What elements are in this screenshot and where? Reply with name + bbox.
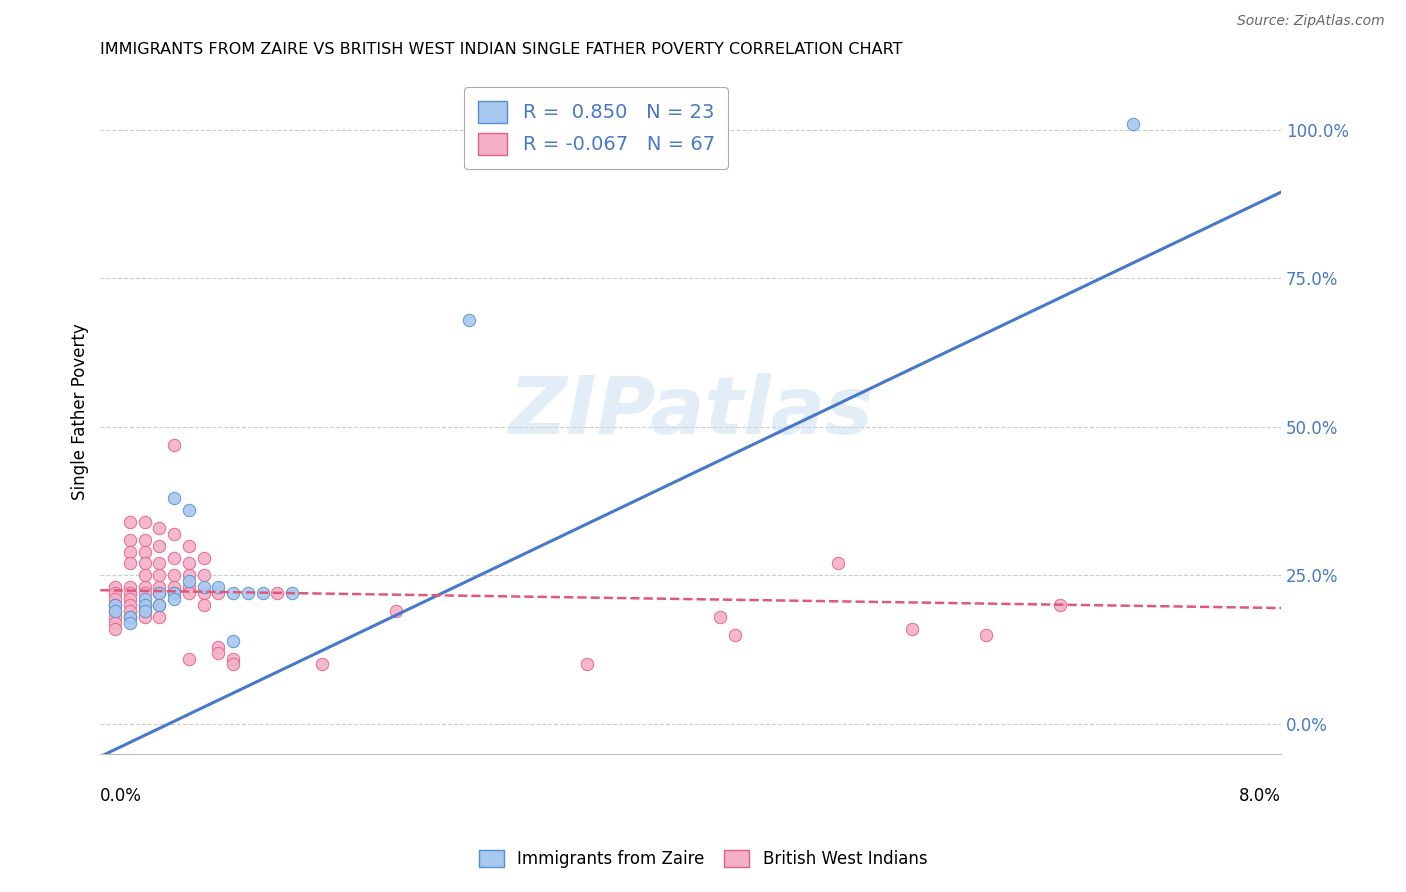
Point	[177, 568, 200, 582]
Point	[118, 580, 141, 594]
Point	[134, 515, 156, 529]
Point	[724, 628, 747, 642]
Point	[207, 580, 229, 594]
Point	[193, 580, 215, 594]
Point	[134, 586, 156, 600]
Point	[281, 586, 304, 600]
Point	[222, 633, 245, 648]
Point	[118, 610, 141, 624]
Point	[163, 568, 186, 582]
Text: 0.0%: 0.0%	[100, 788, 142, 805]
Point	[118, 615, 141, 630]
Point	[236, 586, 259, 600]
Point	[148, 586, 170, 600]
Point	[118, 610, 141, 624]
Point	[134, 544, 156, 558]
Point	[148, 598, 170, 612]
Point	[207, 640, 229, 654]
Point	[134, 580, 156, 594]
Point	[134, 592, 156, 607]
Point	[104, 592, 127, 607]
Point	[118, 515, 141, 529]
Point	[193, 586, 215, 600]
Point	[104, 604, 127, 618]
Point	[163, 580, 186, 594]
Point	[118, 586, 141, 600]
Point	[148, 586, 170, 600]
Point	[148, 598, 170, 612]
Point	[1049, 598, 1071, 612]
Point	[134, 557, 156, 571]
Y-axis label: Single Father Poverty: Single Father Poverty	[72, 324, 89, 500]
Point	[148, 580, 170, 594]
Point	[1122, 117, 1144, 131]
Point	[118, 557, 141, 571]
Point	[177, 557, 200, 571]
Point	[118, 604, 141, 618]
Point	[163, 438, 186, 452]
Point	[252, 586, 274, 600]
Point	[311, 657, 333, 672]
Point	[118, 598, 141, 612]
Point	[148, 521, 170, 535]
Point	[104, 615, 127, 630]
Point	[177, 503, 200, 517]
Point	[222, 586, 245, 600]
Point	[163, 550, 186, 565]
Point	[134, 598, 156, 612]
Point	[134, 533, 156, 547]
Point	[104, 604, 127, 618]
Text: IMMIGRANTS FROM ZAIRE VS BRITISH WEST INDIAN SINGLE FATHER POVERTY CORRELATION C: IMMIGRANTS FROM ZAIRE VS BRITISH WEST IN…	[100, 42, 903, 57]
Point	[163, 586, 186, 600]
Legend: Immigrants from Zaire, British West Indians: Immigrants from Zaire, British West Indi…	[472, 843, 934, 875]
Point	[827, 557, 849, 571]
Point	[193, 550, 215, 565]
Point	[207, 586, 229, 600]
Point	[163, 491, 186, 505]
Text: Source: ZipAtlas.com: Source: ZipAtlas.com	[1237, 14, 1385, 28]
Point	[118, 544, 141, 558]
Point	[163, 592, 186, 607]
Point	[709, 610, 731, 624]
Point	[193, 598, 215, 612]
Point	[134, 604, 156, 618]
Point	[193, 568, 215, 582]
Point	[901, 622, 924, 636]
Point	[222, 651, 245, 665]
Text: 8.0%: 8.0%	[1239, 788, 1281, 805]
Point	[118, 592, 141, 607]
Point	[104, 610, 127, 624]
Point	[458, 313, 481, 327]
Point	[134, 610, 156, 624]
Point	[134, 604, 156, 618]
Point	[163, 586, 186, 600]
Point	[177, 539, 200, 553]
Point	[266, 586, 288, 600]
Point	[974, 628, 997, 642]
Legend: R =  0.850   N = 23, R = -0.067   N = 67: R = 0.850 N = 23, R = -0.067 N = 67	[464, 87, 728, 169]
Point	[134, 598, 156, 612]
Point	[148, 539, 170, 553]
Point	[104, 598, 127, 612]
Point	[177, 580, 200, 594]
Point	[163, 526, 186, 541]
Point	[207, 646, 229, 660]
Point	[148, 568, 170, 582]
Point	[384, 604, 406, 618]
Point	[134, 568, 156, 582]
Point	[104, 598, 127, 612]
Point	[576, 657, 599, 672]
Point	[177, 574, 200, 589]
Point	[222, 657, 245, 672]
Point	[177, 586, 200, 600]
Text: ZIPatlas: ZIPatlas	[508, 373, 873, 451]
Point	[118, 533, 141, 547]
Point	[104, 622, 127, 636]
Point	[148, 610, 170, 624]
Point	[148, 557, 170, 571]
Point	[104, 580, 127, 594]
Point	[104, 586, 127, 600]
Point	[177, 651, 200, 665]
